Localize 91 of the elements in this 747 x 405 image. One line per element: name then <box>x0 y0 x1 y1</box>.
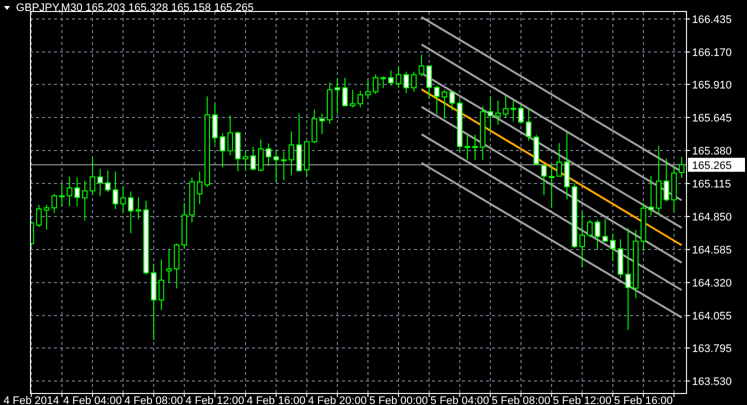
candlestick <box>342 77 348 106</box>
candlestick <box>334 78 340 114</box>
candlestick <box>74 177 80 207</box>
y-tick-label: 164.850 <box>692 212 732 224</box>
y-tick-label: 166.170 <box>692 47 732 60</box>
candlestick <box>136 196 142 220</box>
candlestick <box>411 71 417 92</box>
y-tick-label: 165.380 <box>692 145 732 158</box>
candlestick <box>472 134 478 160</box>
candlestick <box>548 164 554 209</box>
candlestick <box>372 74 378 95</box>
candlestick <box>82 180 88 221</box>
candlestick <box>51 193 58 214</box>
x-tick-label: 5 Feb 04:00 <box>430 395 490 405</box>
y-tick-label: 163.530 <box>692 376 732 388</box>
x-tick-label: 4 Feb 08:00 <box>124 395 184 405</box>
candlestick <box>664 158 670 202</box>
candlestick <box>104 170 111 193</box>
candlestick <box>648 175 654 216</box>
candlestick <box>526 108 532 142</box>
candlestick <box>59 183 65 208</box>
candlestick <box>288 130 294 176</box>
y-tick-label: 164.055 <box>692 310 732 323</box>
candlestick <box>602 218 608 242</box>
y-tick-label: 165.645 <box>692 112 732 124</box>
x-tick-label: 5 Feb 16:00 <box>614 395 673 405</box>
candlestick <box>388 70 394 86</box>
candlestick <box>449 92 455 111</box>
candlestick <box>166 249 172 284</box>
x-tick-label: 4 Feb 2014 <box>3 395 60 405</box>
candlestick <box>273 148 279 183</box>
candlestick <box>212 103 218 144</box>
candlestick <box>541 164 547 196</box>
candlestick <box>403 71 409 94</box>
y-tick-label: 165.115 <box>692 178 731 190</box>
candlestick <box>587 219 593 238</box>
candlestick <box>418 54 424 77</box>
y-tick-label: 164.320 <box>692 278 732 290</box>
x-tick-label: 5 Feb 08:00 <box>492 395 550 405</box>
candlestick <box>518 104 524 124</box>
candlestick <box>678 156 684 179</box>
candlestick <box>426 65 432 100</box>
candlestick <box>442 89 448 120</box>
y-tick-label: 164.585 <box>692 244 732 257</box>
x-tick-label: 4 Feb 16:00 <box>246 395 306 405</box>
candlestick <box>625 228 631 330</box>
ref-line-label: 165.265 <box>692 160 732 172</box>
x-tick-label: 5 Feb 00:00 <box>369 395 428 405</box>
candlestick <box>44 204 50 230</box>
candlestick <box>97 168 103 197</box>
candlestick <box>488 96 494 131</box>
candlestick <box>158 259 164 311</box>
candlestick <box>90 156 96 196</box>
candlestick <box>502 95 508 119</box>
candlestick <box>510 100 516 122</box>
candlestick <box>242 150 248 172</box>
candlestick <box>280 150 287 181</box>
candlestick <box>610 233 616 262</box>
candlestick <box>319 112 325 135</box>
candlestick <box>380 76 386 89</box>
candlestick <box>579 211 585 268</box>
candlestick <box>220 132 226 168</box>
candlestick <box>196 171 202 205</box>
candlestick <box>36 204 42 228</box>
candlestick <box>266 142 272 167</box>
candlestick <box>556 142 562 177</box>
candlestick <box>434 85 440 115</box>
candlestick <box>112 171 118 210</box>
x-tick-label: 4 Feb 20:00 <box>308 395 367 405</box>
candlestick <box>250 146 256 172</box>
candlestick <box>312 108 318 144</box>
candlestick <box>227 114 234 156</box>
candlestick <box>174 243 180 289</box>
candlestick <box>258 139 264 172</box>
x-tick-label: 4 Feb 12:00 <box>186 395 244 405</box>
candlestick <box>365 78 371 100</box>
y-tick-label: 165.910 <box>692 79 732 92</box>
x-tick-label: 5 Feb 12:00 <box>552 395 612 405</box>
x-tick-label: 4 Feb 04:00 <box>63 395 122 405</box>
y-tick-label: 166.435 <box>692 14 732 26</box>
candlestick <box>128 190 134 234</box>
candlestick <box>594 219 600 250</box>
candlestick <box>66 176 72 207</box>
candlestick <box>350 89 356 108</box>
y-tick-label: 163.795 <box>692 343 732 356</box>
candlestick <box>120 186 126 214</box>
candlestick <box>464 134 470 160</box>
candlestick <box>358 90 364 108</box>
chart-title: GBPJPY,M30 165.203 165.328 165.158 165.265 <box>16 2 254 14</box>
candlestick <box>396 66 402 88</box>
candlestick <box>495 100 501 126</box>
